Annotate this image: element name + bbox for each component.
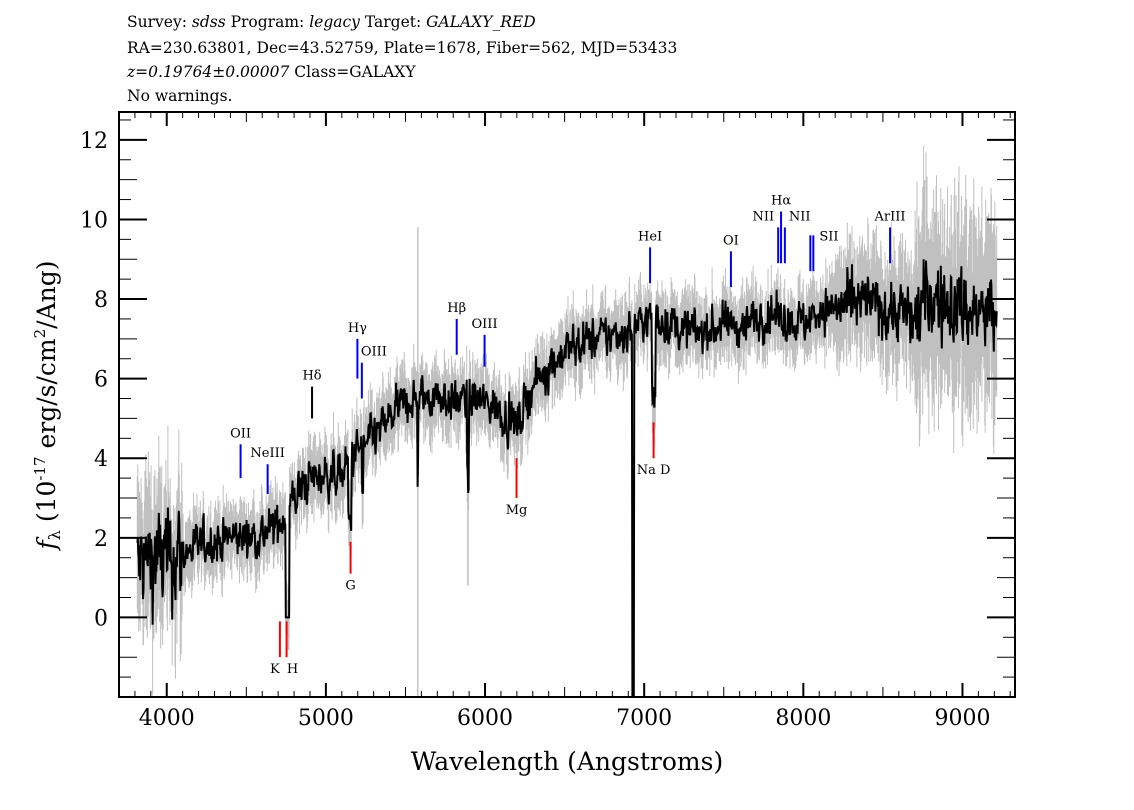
- y-tick-label: 2: [94, 527, 108, 552]
- y-tick-label: 4: [94, 447, 108, 472]
- y-tick-label: 6: [94, 368, 108, 393]
- line-label: OII: [230, 426, 251, 441]
- line-label: Na D: [637, 463, 671, 478]
- line-label: SII: [819, 229, 838, 244]
- x-tick-label: 6000: [457, 706, 513, 731]
- program-value: legacy: [309, 13, 360, 31]
- line-label: Hγ: [348, 321, 367, 336]
- line-label: Hβ: [447, 301, 466, 316]
- x-tick-label: 8000: [775, 706, 831, 731]
- line-marker-oiii: OIII: [360, 345, 387, 399]
- y-tick-label: 0: [94, 606, 108, 631]
- object-class: Class=GALAXY: [294, 63, 416, 81]
- line-marker-ariii: ArIII: [874, 209, 906, 264]
- line-label: OI: [723, 233, 739, 248]
- line-marker-hα: Hα: [771, 193, 791, 264]
- line-label: K: [270, 662, 280, 677]
- line-label: ArIII: [874, 209, 906, 224]
- y-tick-label: 12: [80, 129, 108, 154]
- line-marker-oi: OI: [723, 233, 739, 288]
- line-label: OIII: [472, 317, 498, 332]
- warnings: No warnings.: [127, 87, 233, 105]
- line-marker-hei: HeI: [638, 229, 662, 284]
- x-axis-label: Wavelength (Angstroms): [411, 747, 723, 776]
- program-label: Program:: [230, 13, 305, 31]
- line-marker-neiii: NeIII: [250, 446, 285, 495]
- line-label: H: [287, 662, 298, 677]
- x-tick-label: 4000: [139, 706, 195, 731]
- line-marker-nii: NII: [753, 209, 780, 264]
- line-marker-hβ: Hβ: [447, 301, 466, 355]
- plot-frame: [118, 111, 1016, 698]
- line-marker-sii: SII: [809, 229, 839, 272]
- line-marker-nad: Na D: [637, 422, 671, 478]
- header-line-3: z=0.19764±0.00007 Class=GALAXY: [127, 62, 416, 82]
- survey-label: Survey:: [127, 13, 187, 31]
- line-label: NII: [753, 209, 775, 224]
- plot-area: [136, 146, 998, 698]
- survey-value: sdss: [191, 13, 226, 31]
- line-marker-oiii: OIII: [472, 317, 498, 367]
- y-tick-label: 10: [80, 208, 108, 233]
- line-label: NII: [789, 209, 811, 224]
- line-label: OIII: [361, 345, 387, 360]
- line-marker-oii: OII: [230, 426, 251, 479]
- error-band: [136, 146, 998, 697]
- target-label: Target:: [364, 13, 422, 31]
- redshift: z=0.19764±0.00007: [127, 63, 290, 81]
- line-marker-g: G: [345, 541, 356, 594]
- y-tick-label: 8: [94, 288, 108, 313]
- line-label: NeIII: [250, 446, 284, 461]
- line-marker-h: H: [285, 621, 298, 677]
- target-value: GALAXY_RED: [426, 13, 536, 31]
- line-label: Hδ: [302, 369, 321, 384]
- line-label: G: [345, 579, 355, 594]
- line-label: Hα: [771, 193, 791, 208]
- y-axis-label: fλ (10-17 erg/s/cm2/Ang): [31, 260, 64, 551]
- line-marker-k: K: [270, 621, 281, 677]
- axes: 4000 5000 6000 7000 8000 9000 0 2 4 6 8 10 12: [80, 112, 1015, 731]
- line-label: Mg: [506, 503, 528, 518]
- line-marker-hδ: Hδ: [302, 369, 322, 419]
- x-tick-label: 7000: [616, 706, 672, 731]
- flux-line: [136, 259, 998, 698]
- line-marker-hγ: Hγ: [348, 321, 367, 379]
- x-tick-label: 5000: [298, 706, 354, 731]
- header-line-1: Survey: sdss Program: legacy Target: GAL…: [127, 12, 536, 32]
- line-marker-nii: NII: [783, 209, 811, 264]
- x-tick-label: 9000: [934, 706, 990, 731]
- header-line-2: RA=230.63801, Dec=43.52759, Plate=1678, …: [127, 39, 678, 57]
- line-label: HeI: [638, 229, 662, 244]
- line-marker-mg: Mg: [506, 458, 528, 518]
